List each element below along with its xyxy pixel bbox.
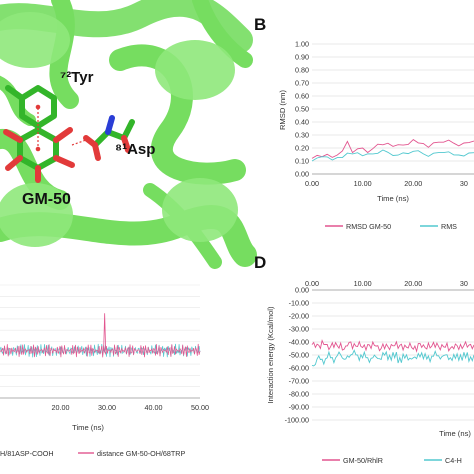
x-tick-label: 20.00	[51, 403, 69, 412]
label-asp: ⁸¹Asp	[115, 141, 155, 158]
panel-d-letter: D	[254, 253, 266, 272]
y-tick-label: 0.80	[295, 66, 309, 75]
x-tick-label: 10.00	[354, 279, 372, 288]
panel-b-letter: B	[254, 15, 266, 34]
x-axis-label: Time (ns)	[439, 429, 471, 438]
x-axis-label: Time (ns)	[377, 194, 409, 203]
y-tick-label: -80.00	[289, 390, 309, 399]
x-tick-label: 0.00	[305, 179, 319, 188]
legend-label: H/81ASP-COOH	[0, 449, 54, 458]
panel-a-structure: ⁷²Tyr ⁸¹Asp GM-50	[0, 0, 257, 269]
y-tick-label: 0.10	[295, 157, 309, 166]
series-spike	[103, 313, 107, 351]
x-tick-label: 30.00	[98, 403, 116, 412]
hbonds	[37, 108, 87, 148]
y-tick-label: 0.90	[295, 53, 309, 62]
x-tick-label: 20.00	[404, 279, 422, 288]
label-tyr: ⁷²Tyr	[60, 69, 94, 86]
series-line	[311, 149, 474, 162]
legend-label: RMSD GM-50	[346, 222, 391, 231]
legend-label: GM-50/RhlR	[343, 456, 383, 465]
y-axis-label: Interaction energy (Kcal/mol)	[266, 306, 275, 404]
series-line	[311, 349, 474, 367]
label-gm: GM-50	[22, 191, 71, 208]
y-axis-label: RMSD (nm)	[278, 89, 287, 130]
x-tick-label: 40.00	[144, 403, 162, 412]
y-tick-label: -60.00	[289, 364, 309, 373]
x-tick-label: 0.00	[305, 279, 319, 288]
chart-b-rmsd: 0.00 0.10 0.20 0.30 0.40 0.50 0.60 0.70 0.80 0.90…	[278, 40, 474, 231]
protein-surface	[0, 12, 238, 247]
x-tick-label: 30	[460, 279, 468, 288]
y-tick-label: 0.30	[295, 131, 309, 140]
y-tick-label: 1.00	[295, 40, 309, 49]
y-tick-label: -100.00	[285, 416, 309, 425]
y-tick-label: -10.00	[289, 299, 309, 308]
legend-label: distance GM-50-OH/68TRP	[97, 449, 185, 458]
y-tick-label: 0.00	[295, 170, 309, 179]
x-axis-label: Time (ns)	[72, 423, 104, 432]
chart-d-energy: 0.00 -10.00 -20.00 -30.00 -40.00 -50.00 -60.00…	[266, 279, 474, 465]
y-tick-label: -90.00	[289, 403, 309, 412]
x-tick-label: 20.00	[404, 179, 422, 188]
series-line	[311, 339, 474, 353]
y-tick-label: -40.00	[289, 338, 309, 347]
y-tick-label: 0.70	[295, 79, 309, 88]
legend-label: C4-H	[445, 456, 462, 465]
y-tick-label: 0.20	[295, 144, 309, 153]
chart-c-distance: 20.00 30.00 40.00 50.00 Time (ns) H/81ASP-COO…	[0, 284, 209, 458]
x-tick-label: 10.00	[354, 179, 372, 188]
y-tick-label: 0.50	[295, 105, 309, 114]
y-tick-label: -30.00	[289, 325, 309, 334]
x-tick-label: 50.00	[191, 403, 209, 412]
legend-label: RMS	[441, 222, 457, 231]
y-tick-label: -70.00	[289, 377, 309, 386]
y-tick-label: -20.00	[289, 312, 309, 321]
x-tick-label: 30	[460, 179, 468, 188]
y-tick-label: 0.60	[295, 92, 309, 101]
y-tick-label: -50.00	[289, 351, 309, 360]
series-line	[311, 139, 474, 159]
y-tick-label: 0.40	[295, 118, 309, 127]
series-line	[0, 343, 201, 358]
y-tick-label: 0.00	[295, 286, 309, 295]
